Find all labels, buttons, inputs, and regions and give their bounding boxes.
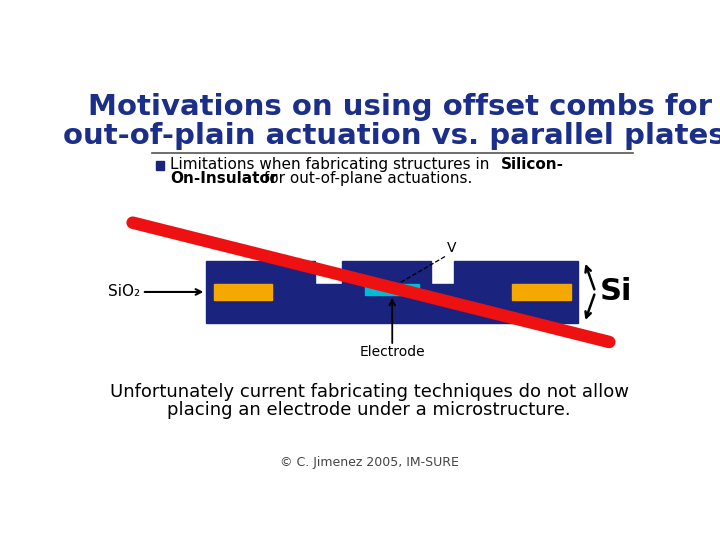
- Bar: [454, 261, 578, 284]
- Text: © C. Jimenez 2005, IM-SURE: © C. Jimenez 2005, IM-SURE: [279, 456, 459, 469]
- Bar: [206, 300, 578, 323]
- Text: Unfortunately current fabricating techniques do not allow: Unfortunately current fabricating techni…: [109, 383, 629, 401]
- Bar: [365, 284, 419, 295]
- Bar: [214, 284, 272, 300]
- Text: out-of-plain actuation vs. parallel plates.: out-of-plain actuation vs. parallel plat…: [63, 123, 720, 151]
- Text: for out-of-plane actuations.: for out-of-plane actuations.: [259, 171, 472, 186]
- Text: On-Insulator: On-Insulator: [170, 171, 277, 186]
- Text: Electrode: Electrode: [359, 345, 425, 359]
- Bar: [513, 284, 570, 300]
- Bar: [206, 284, 578, 300]
- Text: SiO₂: SiO₂: [108, 285, 140, 300]
- Text: Si: Si: [600, 278, 632, 307]
- Text: Limitations when fabricating structures in: Limitations when fabricating structures …: [170, 157, 494, 172]
- Text: V: V: [446, 241, 456, 255]
- Text: placing an electrode under a microstructure.: placing an electrode under a microstruct…: [167, 401, 571, 418]
- Bar: [206, 261, 315, 284]
- Bar: [342, 261, 431, 284]
- Bar: [156, 161, 164, 170]
- Text: Silicon-: Silicon-: [500, 157, 564, 172]
- Text: Motivations on using offset combs for: Motivations on using offset combs for: [88, 93, 712, 121]
